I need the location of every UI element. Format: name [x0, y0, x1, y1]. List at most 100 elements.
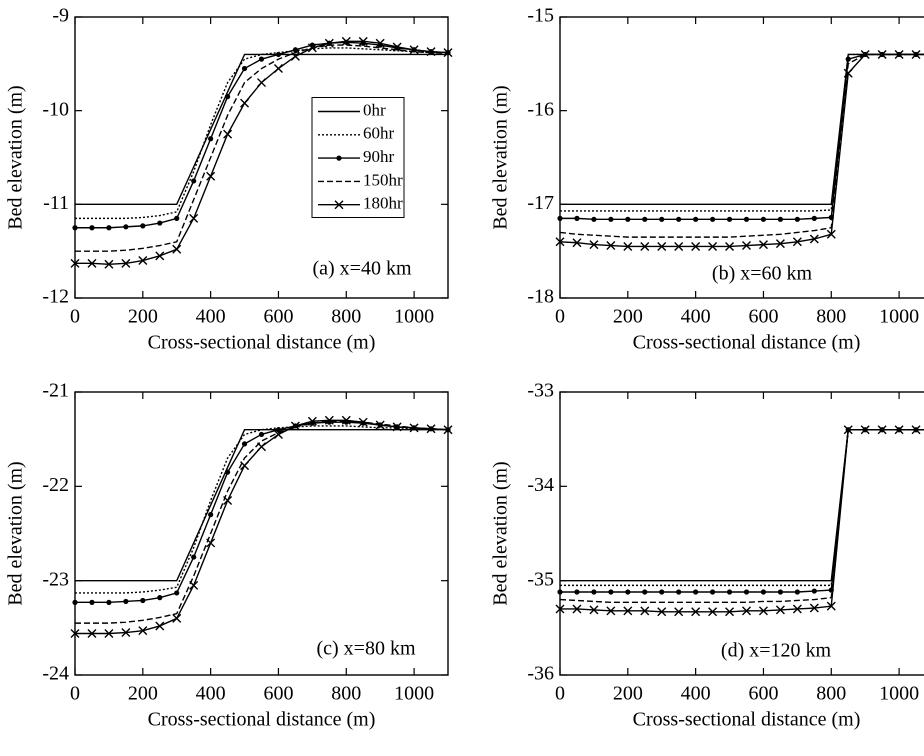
marker: [877, 49, 887, 59]
marker: [760, 589, 767, 595]
marker: [273, 429, 283, 439]
marker: [742, 606, 751, 616]
marker: [726, 589, 733, 595]
marker: [223, 129, 233, 139]
marker: [290, 51, 300, 61]
marker: [275, 427, 282, 433]
x-tick-label: 1000: [879, 683, 919, 705]
marker: [708, 607, 718, 617]
y-tick-label: -34: [527, 474, 554, 496]
legend-marker: [334, 200, 344, 210]
marker: [324, 415, 334, 425]
marker: [307, 43, 317, 53]
marker: [275, 51, 282, 58]
marker: [206, 171, 216, 181]
marker: [341, 36, 351, 46]
x-tick-label: 1000: [394, 683, 434, 705]
y-tick-label: -21: [42, 380, 69, 402]
marker: [674, 241, 684, 251]
x-axis-label: Cross-sectional distance (m): [148, 332, 376, 354]
marker: [809, 234, 819, 244]
series-line: [560, 53, 924, 221]
x-tick-label: 1000: [879, 306, 919, 328]
y-tick-label: -15: [527, 5, 554, 27]
marker: [240, 461, 250, 471]
marker: [572, 604, 582, 614]
marker: [606, 606, 616, 616]
marker: [392, 42, 402, 52]
x-axis-label: Cross-sectional distance (m): [633, 709, 861, 731]
y-tick-label: -10: [42, 98, 69, 120]
marker: [659, 216, 665, 222]
marker: [123, 598, 129, 605]
annotation: (d) x=120 km: [721, 640, 832, 662]
marker: [140, 597, 146, 604]
y-tick-label: -11: [43, 192, 69, 214]
marker: [693, 216, 699, 222]
marker: [911, 49, 921, 59]
y-axis-label: Bed elevation (m): [490, 85, 512, 229]
x-tick-label: 600: [748, 306, 778, 328]
marker: [375, 420, 385, 430]
marker: [104, 628, 114, 638]
marker: [826, 601, 836, 611]
x-tick-label: 600: [263, 683, 293, 705]
y-axis-label: Bed elevation (m): [490, 461, 512, 605]
marker: [657, 241, 667, 251]
marker: [640, 606, 650, 616]
marker: [809, 603, 819, 613]
marker: [121, 258, 131, 268]
marker: [625, 216, 631, 222]
marker: [676, 216, 682, 222]
legend-label: 0hr: [363, 100, 386, 119]
marker: [726, 216, 733, 222]
x-tick-label: 200: [128, 306, 158, 328]
marker: [758, 606, 768, 616]
marker: [725, 607, 735, 617]
marker: [642, 216, 648, 222]
x-tick-label: 0: [70, 306, 80, 328]
marker: [758, 240, 768, 250]
series-line: [75, 420, 449, 624]
marker: [392, 422, 402, 432]
series-line: [560, 429, 924, 613]
marker: [121, 628, 131, 638]
legend-label: 180hr: [363, 194, 403, 213]
marker: [375, 38, 385, 48]
marker: [589, 605, 599, 615]
marker: [760, 216, 767, 222]
series-line: [75, 421, 449, 604]
series-line: [75, 429, 448, 582]
y-tick-label: -18: [527, 286, 554, 308]
plot-frame: [74, 391, 449, 676]
marker: [894, 425, 904, 435]
marker: [224, 469, 231, 475]
marker: [206, 538, 216, 548]
marker: [659, 589, 665, 595]
marker: [174, 215, 180, 221]
marker: [693, 589, 699, 595]
marker: [257, 442, 266, 452]
y-tick-label: -35: [527, 568, 554, 590]
marker: [574, 215, 580, 221]
marker: [106, 599, 112, 605]
plot-frame: [559, 16, 924, 299]
marker: [157, 220, 163, 226]
marker: [189, 213, 199, 223]
y-tick-label: -23: [42, 568, 69, 590]
series-line: [560, 53, 924, 206]
marker: [845, 56, 851, 62]
marker: [625, 589, 631, 595]
x-tick-label: 0: [70, 683, 80, 705]
series-line: [75, 53, 448, 206]
x-tick-label: 0: [555, 306, 565, 328]
series-line: [560, 429, 924, 582]
marker: [208, 136, 214, 142]
marker: [241, 65, 248, 72]
marker: [208, 512, 214, 518]
x-axis-label: Cross-sectional distance (m): [633, 332, 861, 354]
x-tick-label: 800: [816, 683, 846, 705]
marker: [191, 554, 197, 560]
marker: [241, 441, 248, 447]
